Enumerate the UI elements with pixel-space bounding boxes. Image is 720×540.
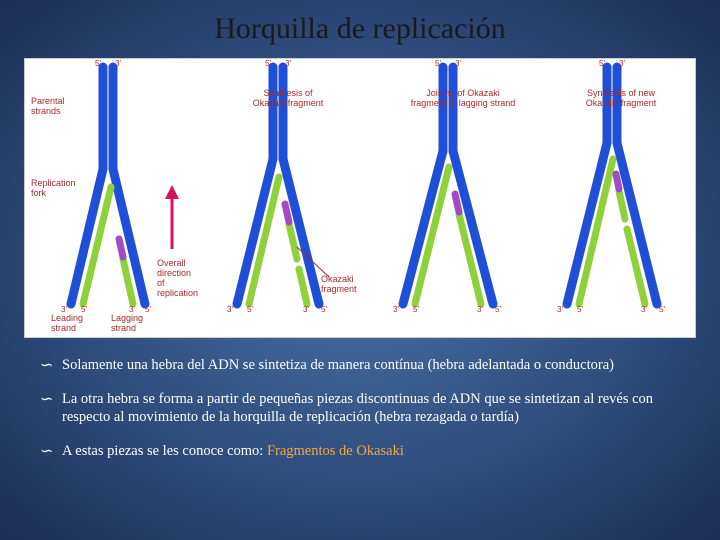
end-3p-bl: 3' — [61, 305, 67, 314]
f4-end-tl2: 3' — [619, 59, 625, 68]
f4-end-br: 3' — [641, 305, 647, 314]
end-5p: 5' — [95, 59, 101, 68]
bullet-2: La otra hebra se forma a partir de peque… — [40, 390, 680, 426]
bullet-3: A estas piezas se les conoce como: Fragm… — [40, 442, 680, 460]
f3-end-bl: 3' — [393, 305, 399, 314]
label-repfork: Replicationfork — [31, 179, 76, 199]
label-lagging: Laggingstrand — [111, 314, 143, 334]
f3-end-br2: 5' — [495, 305, 501, 314]
fork-1: Parentalstrands Replicationfork Overalld… — [33, 59, 201, 337]
f4-end-bl2: 5' — [577, 305, 583, 314]
fork-4: Synthesis of newOkazaki fragment 5' 3' 3… — [543, 59, 693, 337]
end-5p-bl2: 5' — [81, 305, 87, 314]
fork-3: Joining of Okazakifragment to lagging st… — [373, 59, 541, 337]
replication-diagram: Parentalstrands Replicationfork Overalld… — [24, 58, 696, 338]
f2-end-br: 3' — [303, 305, 309, 314]
f3-end-bl2: 5' — [413, 305, 419, 314]
bullet-1-text: Solamente una hebra del ADN se sintetiza… — [62, 357, 614, 373]
f3-end-tl: 5' — [435, 59, 441, 68]
end-3p-br: 3' — [129, 305, 135, 314]
label-leading: Leadingstrand — [51, 314, 83, 334]
page-title: Horquilla de replicación — [0, 0, 720, 46]
f2-end-br2: 5' — [321, 305, 327, 314]
f4-end-tl: 5' — [599, 59, 605, 68]
label-okazaki: Okazakifragment — [321, 275, 357, 295]
bullet-1: Solamente una hebra del ADN se sintetiza… — [40, 356, 680, 374]
fork-2-top-label: Synthesis ofOkazaki fragment — [243, 89, 333, 109]
f4-end-bl: 3' — [557, 305, 563, 314]
bullet-2-text: La otra hebra se forma a partir de peque… — [62, 391, 653, 425]
end-3p: 3' — [115, 59, 121, 68]
bullet-3-text: A estas piezas se les conoce como: — [62, 443, 267, 459]
bullet-3-highlight: Fragmentos de Okasaki — [267, 443, 404, 459]
f2-end-tl: 5' — [265, 59, 271, 68]
f4-end-br2: 5' — [659, 305, 665, 314]
f3-end-br: 3' — [477, 305, 483, 314]
overall-direction-arrow — [161, 179, 183, 259]
bullet-list: Solamente una hebra del ADN se sintetiza… — [40, 356, 680, 461]
label-overall: Overalldirection ofreplication — [157, 259, 201, 299]
f2-end-tl2: 3' — [285, 59, 291, 68]
f2-end-bl2: 5' — [247, 305, 253, 314]
end-5p-br2: 5' — [145, 305, 151, 314]
fork-4-top-label: Synthesis of newOkazaki fragment — [571, 89, 671, 109]
f2-end-bl: 3' — [227, 305, 233, 314]
fork-3-top-label: Joining of Okazakifragment to lagging st… — [403, 89, 523, 109]
fork-2: Synthesis ofOkazaki fragment Okazakifrag… — [203, 59, 371, 337]
label-parental: Parentalstrands — [31, 97, 65, 117]
f3-end-tl2: 3' — [455, 59, 461, 68]
